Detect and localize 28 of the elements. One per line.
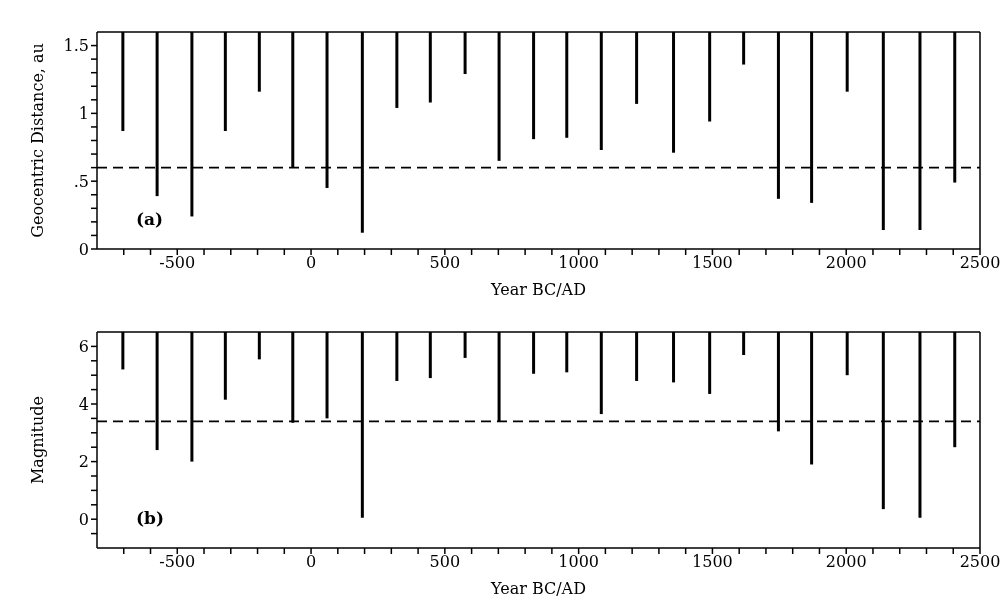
y-axis-title: Magnitude bbox=[27, 395, 47, 485]
x-tick-label: 1500 bbox=[692, 552, 733, 572]
y-tick-label: 1.5 bbox=[63, 36, 89, 56]
y-tick-label: 4 bbox=[78, 394, 89, 414]
y-axis-title: Geocentric Distance, au bbox=[27, 43, 47, 238]
x-axis-title: Year BC/AD bbox=[490, 579, 586, 598]
x-tick-label: -500 bbox=[159, 552, 196, 572]
y-tick-label: 1 bbox=[78, 104, 89, 124]
x-tick-label: 1000 bbox=[558, 552, 599, 572]
x-tick-label: 1000 bbox=[558, 253, 599, 273]
y-tick-label: 0 bbox=[78, 239, 89, 259]
x-tick-label: -500 bbox=[159, 253, 196, 273]
annotation: (a) bbox=[136, 209, 164, 229]
x-tick-label: 0 bbox=[305, 552, 317, 572]
x-tick-label: 2000 bbox=[825, 253, 867, 273]
x-axis-title: Year BC/AD bbox=[490, 280, 586, 299]
x-tick-label: 2000 bbox=[825, 552, 867, 572]
x-tick-label: 0 bbox=[305, 253, 317, 273]
annotation: (b) bbox=[136, 508, 164, 528]
x-tick-label: 1500 bbox=[692, 253, 733, 273]
y-tick-label: .5 bbox=[73, 171, 89, 191]
y-tick-label: 0 bbox=[78, 509, 89, 529]
x-tick-label: 500 bbox=[429, 253, 461, 273]
x-tick-label: 2500 bbox=[959, 552, 1001, 572]
x-tick-label: 500 bbox=[429, 552, 461, 572]
x-tick-label: 2500 bbox=[959, 253, 1001, 273]
y-tick-label: 2 bbox=[78, 452, 89, 472]
y-tick-label: 6 bbox=[78, 337, 89, 357]
